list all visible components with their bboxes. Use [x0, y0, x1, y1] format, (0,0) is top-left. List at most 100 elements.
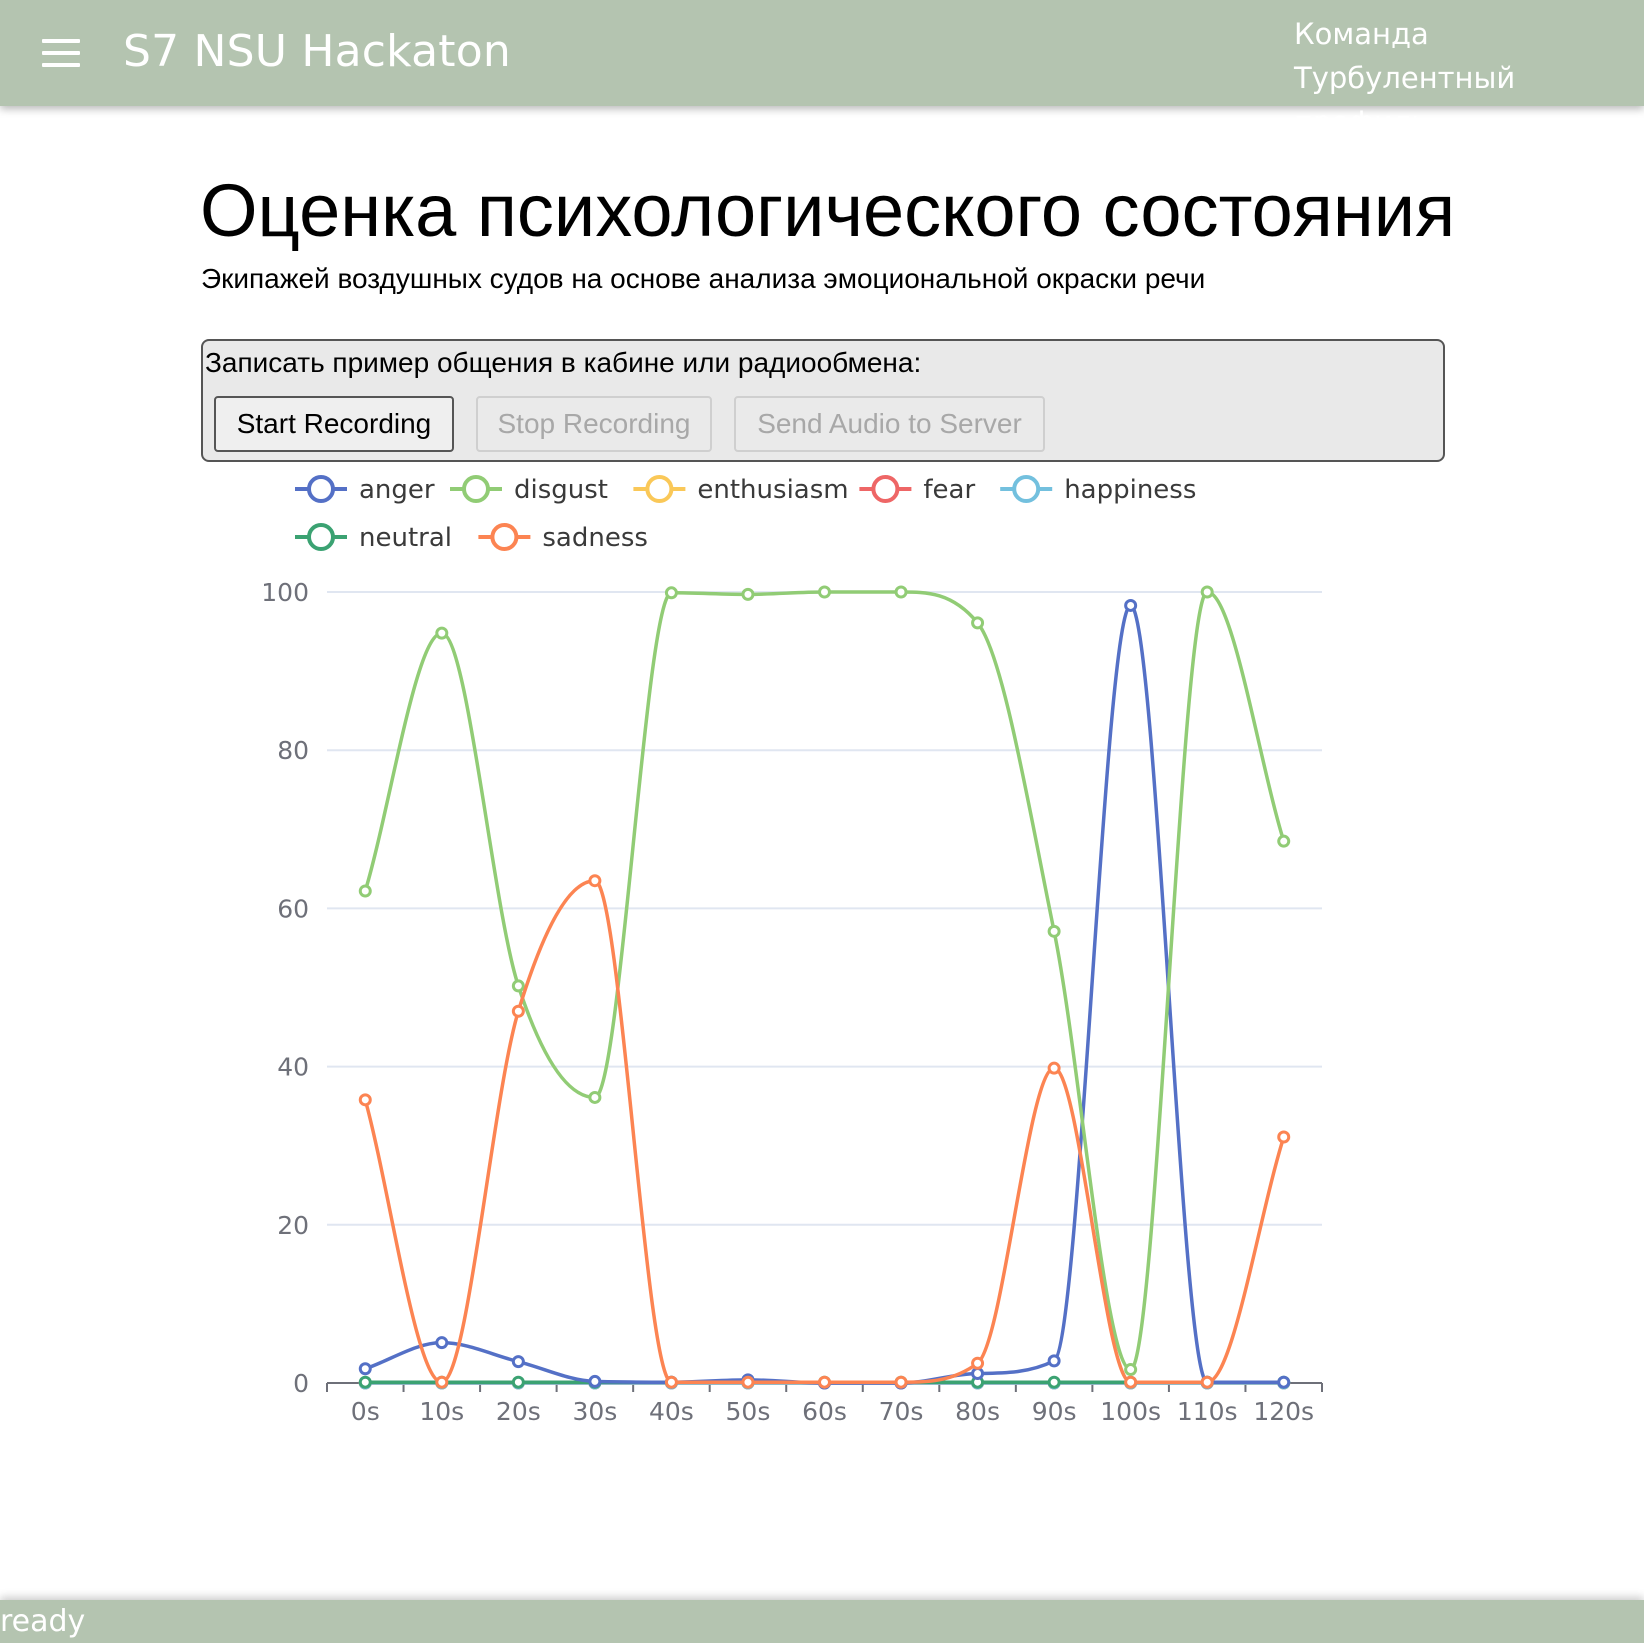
x-tick-label: 110s	[1177, 1397, 1238, 1426]
legend-circle-icon	[462, 475, 490, 503]
x-tick-label: 50s	[726, 1397, 771, 1426]
legend-circle-icon	[307, 523, 335, 551]
legend-item-enthusiasm[interactable]: enthusiasm	[633, 475, 849, 505]
data-point-disgust[interactable]	[588, 1090, 602, 1104]
data-point-anger[interactable]	[1277, 1375, 1291, 1389]
x-tick-label: 70s	[879, 1397, 924, 1426]
legend-item-happiness[interactable]: happiness	[1000, 475, 1196, 505]
legend-label: sadness	[542, 523, 648, 553]
legend-circle-icon	[307, 475, 335, 503]
x-tick-label: 90s	[1032, 1397, 1077, 1426]
x-tick-label: 40s	[649, 1397, 694, 1426]
legend-circle-icon	[490, 523, 519, 551]
data-point-sadness[interactable]	[358, 1093, 372, 1107]
data-point-sadness[interactable]	[1277, 1130, 1291, 1144]
stop-recording-button[interactable]: Stop Recording	[476, 396, 712, 452]
data-point-anger[interactable]	[971, 1367, 985, 1381]
data-point-sadness[interactable]	[1124, 1375, 1138, 1389]
data-point-anger[interactable]	[1124, 598, 1138, 612]
recording-panel: Записать пример общения в кабине или рад…	[201, 339, 1445, 462]
data-point-disgust[interactable]	[664, 586, 678, 600]
series-sadness	[358, 874, 1291, 1389]
y-tick-label: 20	[277, 1211, 309, 1240]
x-tick-label: 80s	[955, 1397, 1000, 1426]
legend-circle-icon	[1012, 475, 1041, 503]
data-point-disgust[interactable]	[511, 979, 525, 993]
data-point-sadness[interactable]	[1047, 1061, 1061, 1075]
data-point-anger[interactable]	[1047, 1354, 1061, 1368]
x-tick-label: 20s	[496, 1397, 541, 1426]
team-label: Команда	[1294, 17, 1429, 51]
data-point-sadness[interactable]	[588, 874, 602, 888]
legend-item-disgust[interactable]: disgust	[450, 475, 608, 505]
data-point-disgust[interactable]	[741, 587, 755, 601]
x-tick-label: 30s	[572, 1397, 617, 1426]
series-line-anger	[364, 603, 1284, 1385]
series-disgust	[358, 585, 1291, 1377]
data-point-anger[interactable]	[358, 1362, 372, 1376]
emotion-chart-svg: anger disgust enthusiasm fear happiness neutr…	[261, 475, 1323, 1426]
hamburger-menu-icon[interactable]	[36, 34, 86, 72]
legend-item-sadness[interactable]: sadness	[478, 523, 648, 553]
data-point-sadness[interactable]	[511, 1004, 525, 1018]
page-subtitle: Экипажей воздушных судов на основе анали…	[201, 263, 1206, 294]
send-audio-button[interactable]: Send Audio to Server	[734, 396, 1045, 452]
data-point-disgust[interactable]	[358, 884, 372, 898]
legend-circle-icon	[871, 475, 900, 503]
data-point-disgust[interactable]	[1200, 585, 1214, 599]
y-axis: 0 20 40 60 80 100	[261, 578, 309, 1398]
data-point-anger[interactable]	[435, 1336, 449, 1350]
series-line-disgust	[363, 590, 1286, 1372]
data-point-disgust[interactable]	[971, 616, 985, 630]
data-point-disgust[interactable]	[818, 585, 831, 599]
data-point-sadness[interactable]	[435, 1375, 449, 1389]
data-point-disgust[interactable]	[1124, 1363, 1138, 1377]
data-point-disgust[interactable]	[1047, 924, 1061, 938]
data-point-anger[interactable]	[588, 1374, 602, 1388]
recording-label: Записать пример общения в кабине или рад…	[205, 347, 922, 378]
legend-label: enthusiasm	[697, 475, 848, 505]
data-point-disgust[interactable]	[894, 585, 908, 599]
app-bar: S7 NSU Hackaton Команда Турбулентный про…	[0, 0, 1644, 139]
data-point-sadness[interactable]	[971, 1356, 985, 1370]
y-tick-label: 0	[293, 1369, 309, 1398]
data-point-disgust[interactable]	[1277, 834, 1291, 848]
x-tick-label: 120s	[1253, 1397, 1314, 1426]
x-tick-label: 0s	[351, 1397, 380, 1426]
team-name: Команда Турбулентный профиль	[1294, 12, 1644, 144]
data-point-anger[interactable]	[511, 1355, 525, 1369]
legend-item-fear[interactable]: fear	[859, 475, 975, 505]
data-point-disgust[interactable]	[435, 626, 449, 640]
legend-label: neutral	[359, 523, 452, 553]
data-point-sadness[interactable]	[664, 1375, 678, 1389]
legend-item-anger[interactable]: anger	[295, 475, 435, 505]
data-point-sadness[interactable]	[1200, 1375, 1214, 1389]
status-bar: ready	[0, 1600, 1644, 1643]
status-text: ready	[0, 1604, 86, 1639]
chart-legend: anger disgust enthusiasm fear happiness neutr…	[295, 475, 1196, 553]
page-title: Оценка психологического состояния	[200, 169, 1456, 252]
x-tick-label: 10s	[419, 1397, 464, 1426]
legend-label: happiness	[1064, 475, 1196, 505]
data-point-sadness[interactable]	[741, 1375, 755, 1389]
team-profile-name: Турбулентный профиль	[1294, 61, 1516, 139]
legend-label: disgust	[514, 475, 608, 505]
y-tick-label: 80	[277, 736, 309, 765]
legend-circle-icon	[645, 475, 674, 503]
emotion-chart: anger disgust enthusiasm fear happiness neutr…	[0, 455, 1644, 1455]
data-point-neutral[interactable]	[511, 1375, 525, 1389]
start-recording-button[interactable]: Start Recording	[214, 396, 454, 452]
legend-item-neutral[interactable]: neutral	[295, 523, 452, 553]
data-point-neutral[interactable]	[1047, 1375, 1061, 1389]
data-point-neutral[interactable]	[358, 1375, 372, 1389]
series-line-sadness	[363, 878, 1286, 1384]
y-tick-label: 60	[277, 894, 309, 923]
chart-series	[358, 585, 1291, 1390]
legend-label: anger	[359, 475, 435, 505]
data-point-sadness[interactable]	[894, 1375, 908, 1389]
y-tick-label: 40	[277, 1053, 309, 1082]
data-point-sadness[interactable]	[818, 1375, 831, 1389]
x-tick-label: 100s	[1100, 1397, 1161, 1426]
app-title: S7 NSU Hackaton	[123, 26, 511, 77]
